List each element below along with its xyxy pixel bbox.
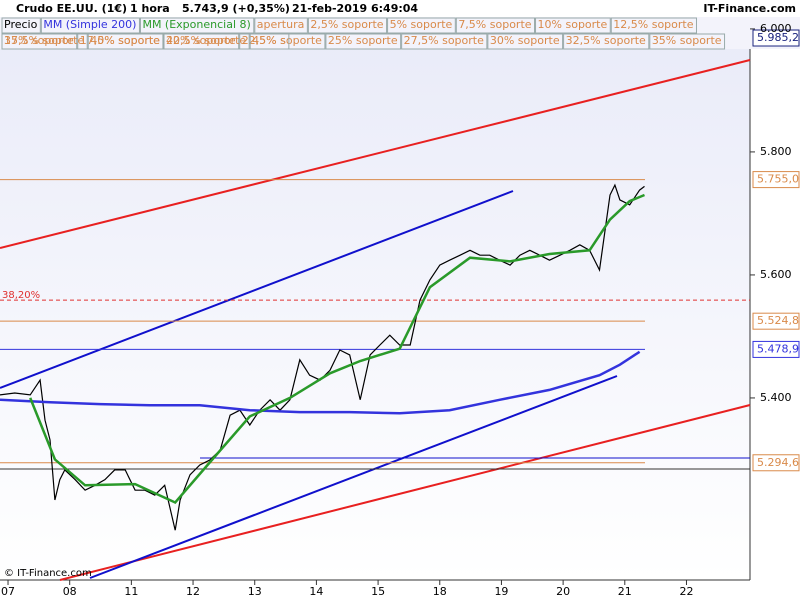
legend-entry: 5% soporte — [390, 18, 453, 31]
legend-box — [487, 33, 564, 50]
x-tick-label: 19 — [494, 585, 508, 598]
legend-box — [163, 33, 250, 50]
level-label: 5.294,6 — [757, 456, 799, 469]
legend-box — [87, 33, 164, 50]
series-line — [0, 350, 641, 415]
x-tick-label: 12 — [186, 585, 200, 598]
trend-line — [0, 190, 514, 389]
level-box — [752, 171, 800, 189]
legend-entry: 42,5% soporte — [166, 34, 246, 47]
x-tick-label: 18 — [433, 585, 447, 598]
trend-lines — [0, 59, 751, 581]
x-tick-label: 13 — [248, 585, 262, 598]
legend-entry: 12,5% soporte — [613, 18, 693, 31]
x-tick-label: 21 — [618, 585, 632, 598]
legend-box — [649, 33, 726, 50]
legend-box — [254, 17, 308, 34]
legend-box — [40, 17, 140, 34]
x-tick-label: 08 — [63, 585, 77, 598]
x-tick-label: 14 — [309, 585, 323, 598]
x-tick-label: 11 — [124, 585, 138, 598]
legend-entry: 10% soporte — [538, 18, 608, 31]
legend-entry: 20% soporte — [166, 34, 236, 47]
legend-entry: 25% soporte — [328, 34, 398, 47]
x-tick-label: 07 — [1, 585, 15, 598]
y-tick-label: 5.800 — [760, 145, 792, 158]
trend-line — [89, 375, 618, 579]
level-box — [752, 312, 800, 330]
title: Crudo EE.UU. (1€) — [16, 2, 127, 15]
brand: IT-Finance.com — [703, 2, 796, 15]
legend-entry: 37,5% soporte — [4, 34, 84, 47]
y-tick-label: 6.000 — [760, 22, 792, 35]
legend-box — [139, 17, 255, 34]
legend-entry: 40% soporte — [90, 34, 160, 47]
y-tick-label: 5.600 — [760, 268, 792, 281]
level-label: 5.985,2 — [757, 31, 799, 44]
legend-entry: 17,5% soporte — [80, 34, 160, 47]
series-line — [29, 193, 645, 505]
legend-box — [535, 17, 611, 34]
legend-entry: 7,5% soporte — [458, 18, 531, 31]
legend-entry: 27,5% soporte — [404, 34, 484, 47]
footer: © IT-Finance.com — [4, 568, 92, 579]
legend-entry: 45% s — [252, 34, 286, 47]
axis-panel — [750, 0, 800, 600]
legend-entry: 35% soporte — [652, 34, 722, 47]
legend-entry: apertura — [257, 18, 305, 31]
legend-entry: 32,5% soporte — [566, 34, 646, 47]
level-box — [752, 454, 800, 472]
plot-area — [0, 0, 750, 580]
legend-box — [387, 17, 456, 34]
legend-entry: 22,5% soporte — [242, 34, 322, 47]
interval: 1 hora — [130, 2, 170, 15]
timestamp: 21-feb-2019 6:49:04 — [292, 2, 418, 15]
legend-entry: 2,5% soporte — [310, 18, 383, 31]
legend-entry: MM (Simple 200) — [43, 18, 136, 31]
legend-box — [563, 33, 650, 50]
level-label: 5.478,9 — [757, 342, 799, 355]
legend-box — [307, 17, 388, 34]
legend-box — [455, 17, 536, 34]
last-price: 5.743,9 (+0,35%) — [182, 2, 290, 15]
legend-entry: 15% soporte — [4, 34, 74, 47]
legend-entry: MM (Exponencial 8) — [142, 18, 250, 31]
y-tick-label: 5.400 — [760, 391, 792, 404]
legend-entry: 30% soporte — [490, 34, 560, 47]
x-tick-label: 20 — [556, 585, 570, 598]
legend-entry: Precio — [4, 18, 38, 31]
legend-box — [1, 33, 88, 50]
level-label: 5.755,0 — [757, 173, 799, 186]
legend-box — [325, 33, 402, 50]
header — [0, 0, 800, 17]
level-box — [752, 29, 800, 47]
legend-box — [249, 33, 290, 50]
level-label: 5.524,8 — [757, 314, 799, 327]
x-axis-panel — [0, 580, 800, 600]
x-tick-label: 15 — [371, 585, 385, 598]
fib-label: 38,20% — [2, 290, 40, 301]
legend-box — [401, 33, 488, 50]
trend-line — [0, 59, 751, 249]
legend-box — [1, 17, 41, 34]
level-box — [752, 340, 800, 358]
legend-box — [610, 17, 697, 34]
trend-line — [59, 404, 751, 581]
x-tick-label: 22 — [679, 585, 693, 598]
